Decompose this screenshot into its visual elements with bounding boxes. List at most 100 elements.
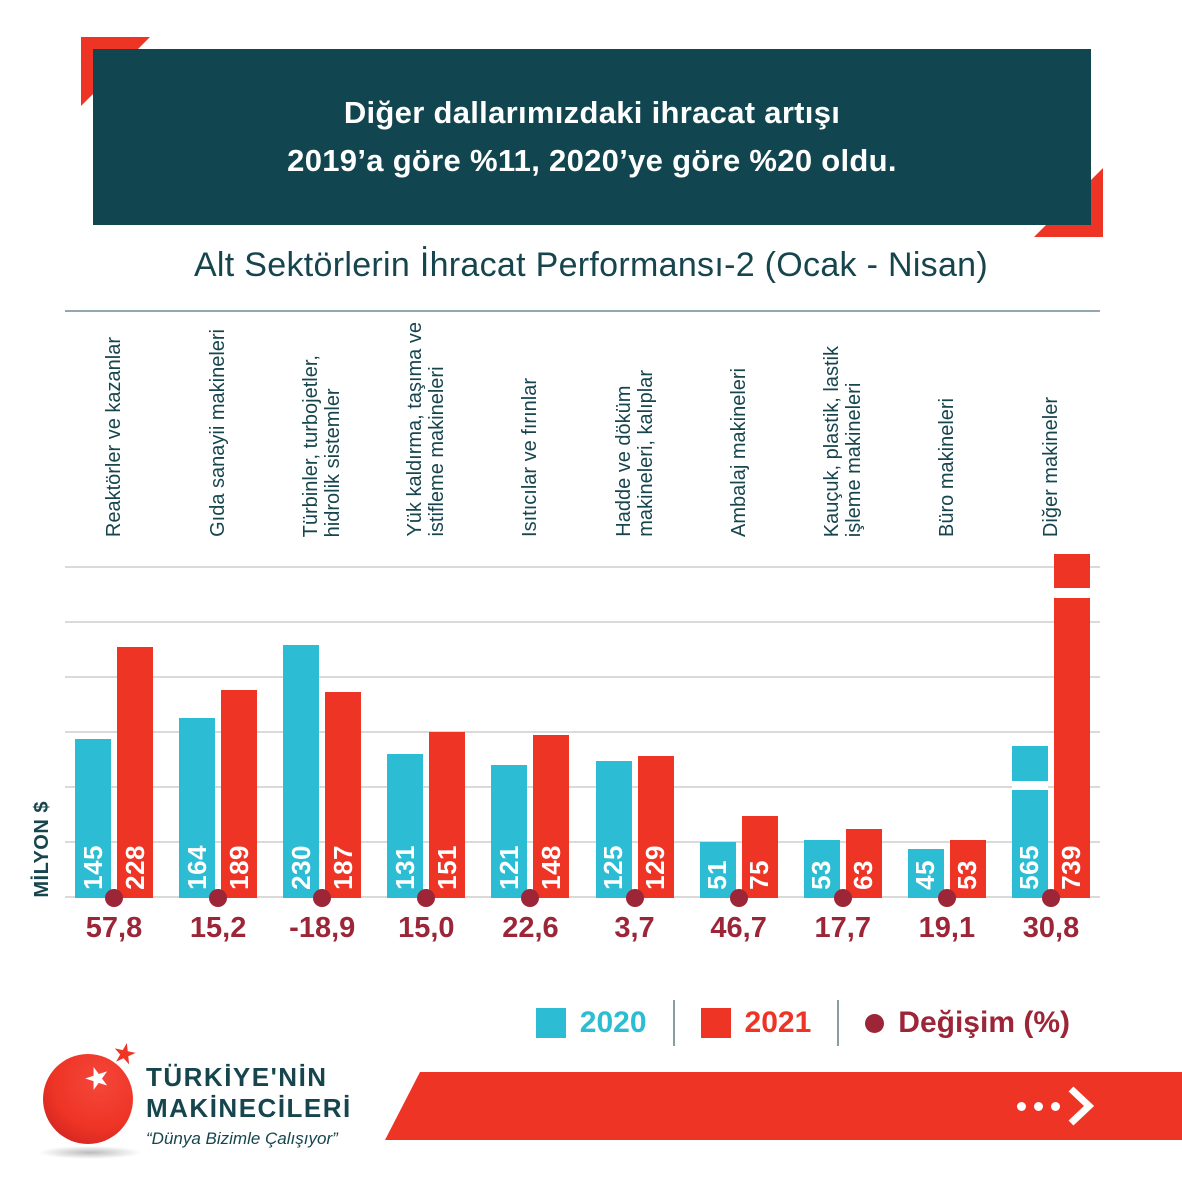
bar-2021: 187 (325, 692, 362, 898)
y-axis-label-wrap: MİLYON $ (31, 778, 54, 898)
plot-area: MİLYON $ 145 228 164 189 230 187 131 151 121 148 1… (31, 538, 1100, 907)
bar-value-wrap: 148 (533, 845, 569, 890)
change-value: 30,8 (1022, 911, 1080, 944)
bar-2021: 75 (741, 815, 778, 898)
bar-value: 51 (702, 860, 733, 890)
bar-value: 45 (910, 860, 941, 890)
dot-icon (1034, 1101, 1043, 1111)
bar-value: 151 (431, 845, 462, 890)
category-label-cell: Isıtıcılar ve fırınlar (491, 315, 569, 537)
change-dot-icon (105, 889, 123, 907)
chevron-right-icon (1068, 1086, 1094, 1126)
bar-value: 121 (493, 845, 524, 890)
bar-value: 228 (119, 845, 150, 890)
change-dot-icon (937, 889, 956, 907)
change-value: -18,9 (289, 911, 356, 944)
category-label-cell: Diğer makineler (1012, 315, 1090, 537)
bar-value-wrap: 164 (179, 845, 215, 890)
bar-groups: 145 228 164 189 230 187 131 151 121 148 125 129 51 75… (65, 538, 1100, 907)
category-label-cell: Büro makineleri (908, 315, 986, 537)
bar-value: 187 (327, 845, 358, 890)
bar-value: 63 (848, 860, 879, 890)
brand-tagline: “Dünya Bizimle Çalışıyor” (146, 1129, 338, 1149)
legend-divider (672, 1000, 675, 1046)
bar-break-gap (1053, 588, 1090, 598)
bar-value-wrap: 51 (700, 860, 736, 890)
bar-2020: 131 (387, 753, 424, 898)
bar-value-wrap: 187 (325, 845, 361, 890)
bar-2021: 129 (637, 756, 674, 898)
bar-group: 53 63 (803, 538, 882, 907)
footer-banner (385, 1072, 1182, 1140)
bar-value: 230 (285, 845, 316, 890)
legend-divider (837, 1000, 840, 1046)
category-label: Diğer makineler (1039, 396, 1062, 537)
bar-2020: 145 (75, 738, 111, 898)
category-label: Türbinler, turbojetler, hidrolik sisteml… (300, 354, 345, 537)
bar-2021: 63 (845, 828, 882, 898)
category-label: Gıda sanayii makineleri (207, 329, 230, 537)
bar-value: 164 (181, 845, 212, 890)
category-label-cell: Reaktörler ve kazanlar (75, 315, 153, 537)
bar-value: 129 (640, 845, 671, 890)
bar-2020: 230 (283, 645, 320, 898)
bar-value-wrap: 45 (908, 860, 944, 890)
gridline (65, 621, 1100, 623)
bar-value-wrap: 121 (491, 845, 527, 890)
bar-value-wrap: 565 (1012, 845, 1048, 890)
category-label: Ambalaj makineleri (727, 368, 750, 537)
bar-value-wrap: 75 (742, 860, 778, 890)
bar-2021: 189 (221, 690, 258, 898)
bar-value-wrap: 145 (75, 845, 111, 890)
legend-dot-change-icon (865, 1013, 885, 1033)
category-label-cell: Ambalaj makineleri (700, 315, 778, 537)
ellipsis-arrow-icon[interactable] (1017, 1086, 1094, 1126)
bar-2020: 51 (699, 841, 736, 898)
bar-2021: 148 (533, 735, 570, 898)
bar-value: 53 (806, 860, 837, 890)
dot-icon (1017, 1101, 1026, 1111)
bar-2020: 565 (1011, 746, 1048, 898)
change-dot-icon (729, 889, 748, 907)
headline-line-2: 2019’a göre %11, 2020’ye göre %20 oldu. (287, 143, 897, 178)
red-star-icon: ★ (109, 1035, 141, 1072)
gridline (65, 731, 1100, 733)
gridline (65, 566, 1100, 568)
category-label-cell: Yük kaldırma, taşıma ve istifleme makine… (387, 315, 465, 537)
legend-swatch-2021 (700, 1008, 731, 1038)
category-label: Reaktörler ve kazanlar (103, 336, 125, 537)
change-dot-icon (209, 889, 228, 907)
bar-value-wrap: 53 (950, 860, 986, 890)
change-dot-icon (833, 889, 852, 907)
bar-2020: 45 (907, 848, 944, 898)
brand-name-line-2: MAKİNECİLERİ (146, 1092, 352, 1123)
bar-2021: 151 (429, 731, 466, 898)
y-axis-label: MİLYON $ (31, 801, 53, 898)
chart-title: Alt Sektörlerin İhracat Performansı-2 (O… (193, 246, 989, 284)
legend-swatch-2020 (535, 1008, 566, 1038)
category-label: Kauçuk, plastik, lastik işleme makineler… (820, 345, 865, 537)
bar-value: 75 (744, 860, 775, 890)
category-label-cell: Kauçuk, plastik, lastik işleme makineler… (804, 315, 882, 537)
bar-group: 230 187 (283, 538, 362, 907)
category-labels-row: Reaktörler ve kazanlar Gıda sanayii makin… (65, 315, 1100, 537)
bar-group: 45 53 (907, 538, 986, 907)
legend-label-2021: 2021 (744, 1006, 812, 1039)
bar-2020: 53 (803, 839, 840, 898)
bar-group: 125 129 (595, 538, 674, 907)
bar-group: 145 228 (75, 538, 153, 907)
bar-value: 189 (223, 845, 254, 890)
bar-value-wrap: 53 (804, 860, 840, 890)
title-separator-line (65, 310, 1100, 312)
header-banner: Diğer dallarımızdaki ihracat artışı 2019… (81, 37, 1103, 237)
bar-value: 565 (1014, 845, 1045, 890)
bar-value-wrap: 63 (846, 860, 882, 890)
bar-break-gap (1011, 781, 1048, 790)
change-value: 15,0 (398, 911, 455, 944)
bar-group: 164 189 (179, 538, 258, 907)
change-value: 17,7 (814, 911, 871, 944)
brand-block: TÜRKİYE'NİN MAKİNECİLERİ “Dünya Bizimle … (146, 1062, 352, 1149)
logo-shadow (38, 1146, 142, 1159)
gridline (65, 786, 1100, 788)
category-label: Isıtıcılar ve fırınlar (519, 378, 542, 537)
